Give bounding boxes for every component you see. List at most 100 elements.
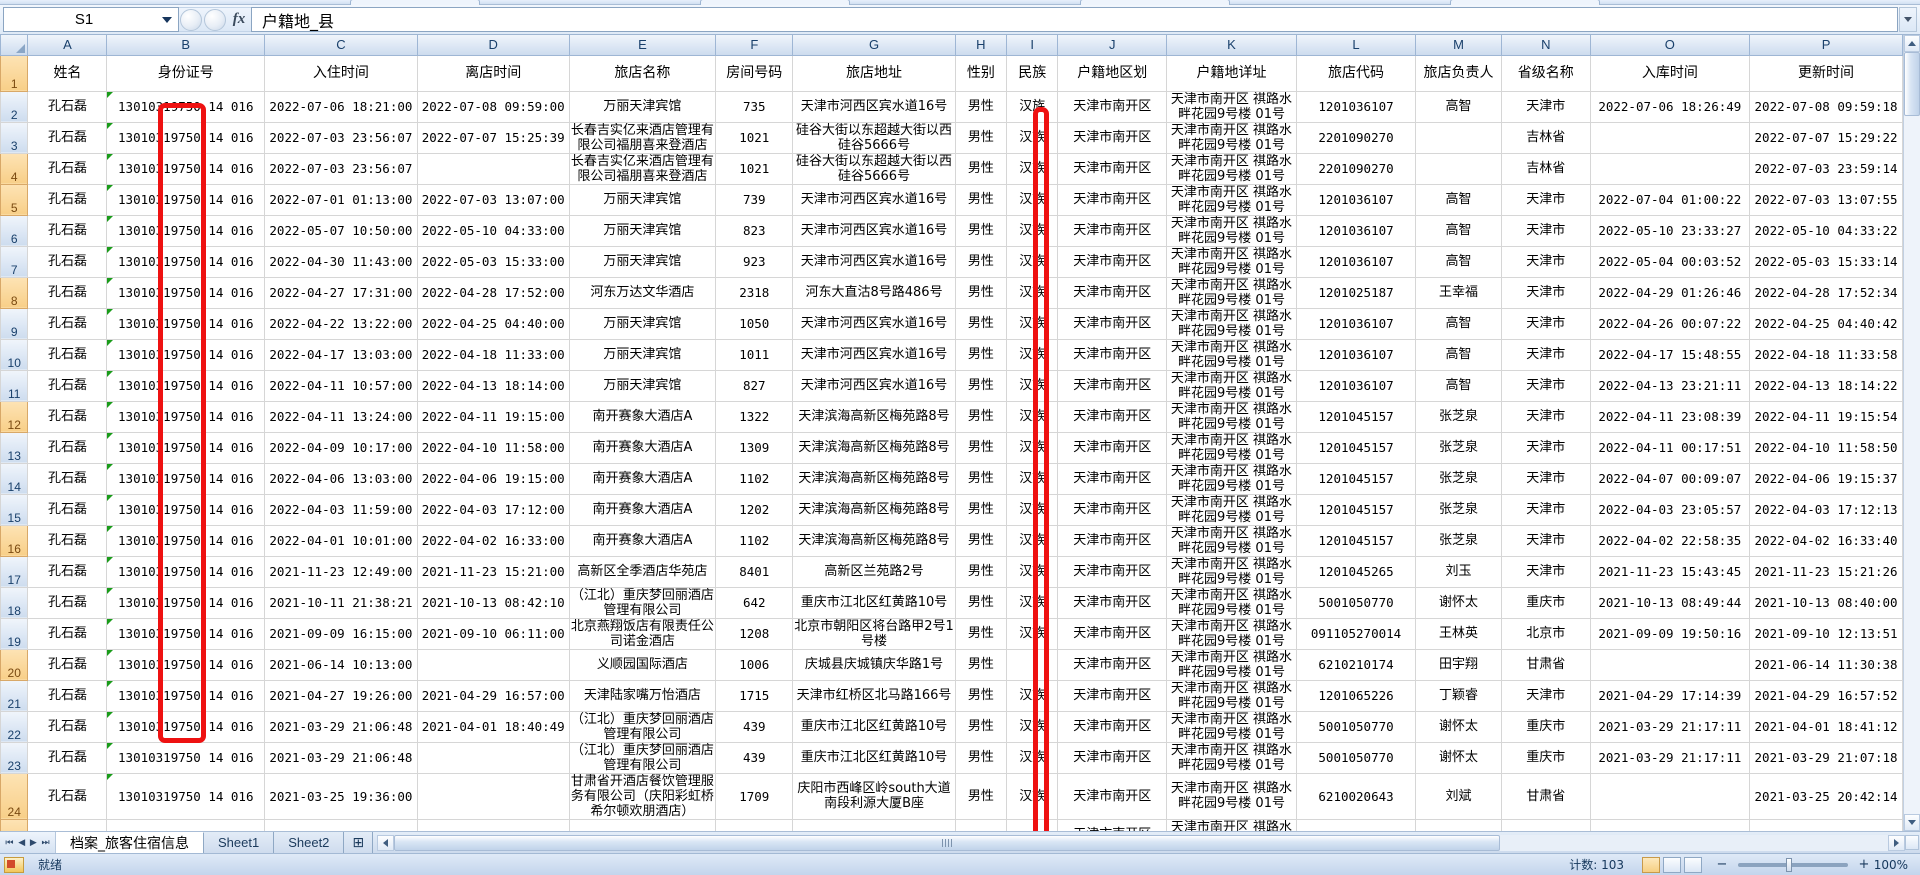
table-cell[interactable] — [1589, 121, 1751, 154]
last-sheet-icon[interactable]: ⏭ — [41, 837, 50, 847]
table-cell[interactable]: 天津市南开区 祺路水畔花园9号楼 01号 — [1166, 493, 1297, 526]
table-cell[interactable]: 男性 — [954, 183, 1008, 216]
row-header-20[interactable]: 20 — [0, 648, 29, 681]
sheet-tab[interactable]: Sheet1 — [204, 832, 275, 853]
table-cell[interactable]: 2022-04-25 04:40:00 — [416, 307, 570, 340]
table-cell[interactable] — [568, 818, 717, 831]
cancel-icon[interactable] — [180, 8, 202, 31]
table-cell[interactable]: 南开赛象大酒店A — [568, 400, 717, 433]
vscroll-thumb[interactable] — [1904, 52, 1920, 116]
table-cell[interactable]: 2021-04-29 16:57:52 — [1749, 679, 1903, 712]
field-header-cell[interactable]: 旅店负责人 — [1415, 54, 1502, 92]
table-cell[interactable]: 男性 — [954, 617, 1008, 650]
table-cell[interactable]: 张芝泉 — [1415, 493, 1502, 526]
table-cell[interactable]: 1050 — [715, 307, 794, 340]
table-cell[interactable] — [1589, 772, 1751, 820]
row-header-18[interactable]: 18 — [0, 586, 29, 619]
field-header-cell[interactable]: 姓名 — [27, 54, 108, 92]
table-cell[interactable]: 天津市南开区 祺路水畔花园9号楼 01号 — [1166, 586, 1297, 619]
table-cell[interactable]: 孔石磊 — [27, 307, 108, 340]
table-cell[interactable]: 1208 — [715, 617, 794, 650]
table-cell[interactable]: 1011 — [715, 338, 794, 371]
row-header-14[interactable]: 14 — [0, 462, 29, 495]
table-cell[interactable]: 1201036107 — [1295, 369, 1417, 402]
table-cell[interactable]: 439 — [715, 710, 794, 743]
table-cell[interactable]: 天津市南开区 祺路水畔花园9号楼 01号 — [1166, 276, 1297, 309]
ribbon-tab-4[interactable] — [1450, 0, 1600, 5]
table-cell[interactable]: 2022-04-18 11:33:58 — [1749, 338, 1903, 371]
table-cell[interactable]: 王幸福 — [1415, 276, 1502, 309]
table-cell[interactable]: 庆阳市西峰区岭south大道南段利源大厦B座 — [792, 772, 956, 820]
table-cell[interactable]: 天津市南开区 祺路水畔花园9号楼 01号 — [1166, 648, 1297, 681]
table-cell[interactable]: 2021-06-14 11:30:38 — [1749, 648, 1903, 681]
table-cell[interactable]: 天津市南开区 — [1057, 152, 1168, 185]
table-cell[interactable]: 2022-07-01 01:13:00 — [264, 183, 418, 216]
table-cell[interactable]: 2022-05-10 04:33:00 — [416, 214, 570, 247]
row-header-22[interactable]: 22 — [0, 710, 29, 743]
row-header-25[interactable]: 25 — [0, 818, 29, 831]
column-header-n[interactable]: N — [1500, 35, 1591, 56]
table-cell[interactable]: 汉族 — [1006, 710, 1059, 743]
table-cell[interactable]: 天津市南开区 — [1057, 741, 1168, 774]
column-header-o[interactable]: O — [1589, 35, 1751, 56]
table-cell[interactable]: 孔石磊 — [27, 400, 108, 433]
table-cell[interactable]: 5001050770 — [1295, 741, 1417, 774]
table-cell[interactable]: 13010319750 14 016 — [106, 462, 266, 495]
table-cell[interactable]: 孔石磊 — [27, 586, 108, 619]
table-cell[interactable]: 1201036107 — [1295, 183, 1417, 216]
table-cell[interactable]: 1201025187 — [1295, 276, 1417, 309]
vscroll-track[interactable] — [1904, 52, 1920, 814]
table-cell[interactable]: 高智 — [1415, 245, 1502, 278]
table-cell[interactable]: 汉族 — [1006, 338, 1059, 371]
table-cell[interactable]: 刘斌 — [1415, 772, 1502, 820]
table-cell[interactable]: 男性 — [954, 772, 1008, 820]
table-cell[interactable]: 2022-04-11 19:15:00 — [416, 400, 570, 433]
table-cell[interactable]: 13010319750 14 016 — [106, 245, 266, 278]
formula-input[interactable]: 户籍地_县 — [251, 7, 1898, 32]
table-cell[interactable]: 天津市 — [1500, 245, 1591, 278]
table-cell[interactable]: 2022-07-03 13:07:55 — [1749, 183, 1903, 216]
table-cell[interactable]: 2022-04-13 18:14:00 — [416, 369, 570, 402]
table-cell[interactable]: 1202 — [715, 493, 794, 526]
table-cell[interactable]: 男性 — [954, 369, 1008, 402]
table-cell[interactable]: 1201036107 — [1295, 307, 1417, 340]
table-cell[interactable]: 汉族 — [1006, 431, 1059, 464]
table-cell[interactable]: 1201036107 — [1295, 214, 1417, 247]
table-cell[interactable]: 2022-04-10 11:58:50 — [1749, 431, 1903, 464]
table-cell[interactable] — [1749, 818, 1903, 831]
sheet-tab[interactable]: Sheet2 — [274, 832, 345, 853]
row-header-3[interactable]: 3 — [0, 121, 29, 154]
table-cell[interactable]: 1201065226 — [1295, 679, 1417, 712]
table-cell[interactable]: 739 — [715, 183, 794, 216]
page-break-view-icon[interactable] — [1684, 856, 1702, 873]
table-cell[interactable]: 男性 — [954, 400, 1008, 433]
table-cell[interactable]: 2022-04-02 16:33:00 — [416, 524, 570, 557]
field-header-cell[interactable]: 入库时间 — [1589, 54, 1751, 92]
table-cell[interactable] — [106, 818, 266, 831]
table-cell[interactable]: 2021-03-29 21:07:18 — [1749, 741, 1903, 774]
table-cell[interactable]: 汉族 — [1006, 741, 1059, 774]
table-cell[interactable]: 1201045157 — [1295, 524, 1417, 557]
table-cell[interactable]: 2201090270 — [1295, 152, 1417, 185]
table-cell[interactable]: 13010319750 14 016 — [106, 400, 266, 433]
field-header-cell[interactable]: 民族 — [1006, 54, 1059, 92]
table-cell[interactable]: 2022-04-22 13:22:00 — [264, 307, 418, 340]
row-header-10[interactable]: 10 — [0, 338, 29, 371]
table-cell[interactable]: 孔石磊 — [27, 431, 108, 464]
field-header-cell[interactable]: 入住时间 — [264, 54, 418, 92]
table-cell[interactable]: 北京市 — [1500, 617, 1591, 650]
table-cell[interactable]: 2022-04-13 23:21:11 — [1589, 369, 1751, 402]
table-cell[interactable]: 高智 — [1415, 338, 1502, 371]
table-cell[interactable]: 天津陆家嘴万怡酒店 — [568, 679, 717, 712]
table-cell[interactable]: 天津市南开区 — [1057, 431, 1168, 464]
table-cell[interactable]: 091105270014 — [1295, 617, 1417, 650]
table-cell[interactable]: 1309 — [715, 431, 794, 464]
table-cell[interactable]: 男性 — [954, 276, 1008, 309]
table-cell[interactable]: 张芝泉 — [1415, 431, 1502, 464]
table-cell[interactable]: 天津市南开区 祺路水畔花园9号楼 01号 — [1166, 245, 1297, 278]
table-cell[interactable]: 高新区全季酒店华苑店 — [568, 555, 717, 588]
table-cell[interactable]: 男性 — [954, 307, 1008, 340]
table-cell[interactable]: 13010319750 14 016 — [106, 338, 266, 371]
table-cell[interactable]: 万丽天津宾馆 — [568, 90, 717, 123]
table-cell[interactable] — [715, 818, 794, 831]
